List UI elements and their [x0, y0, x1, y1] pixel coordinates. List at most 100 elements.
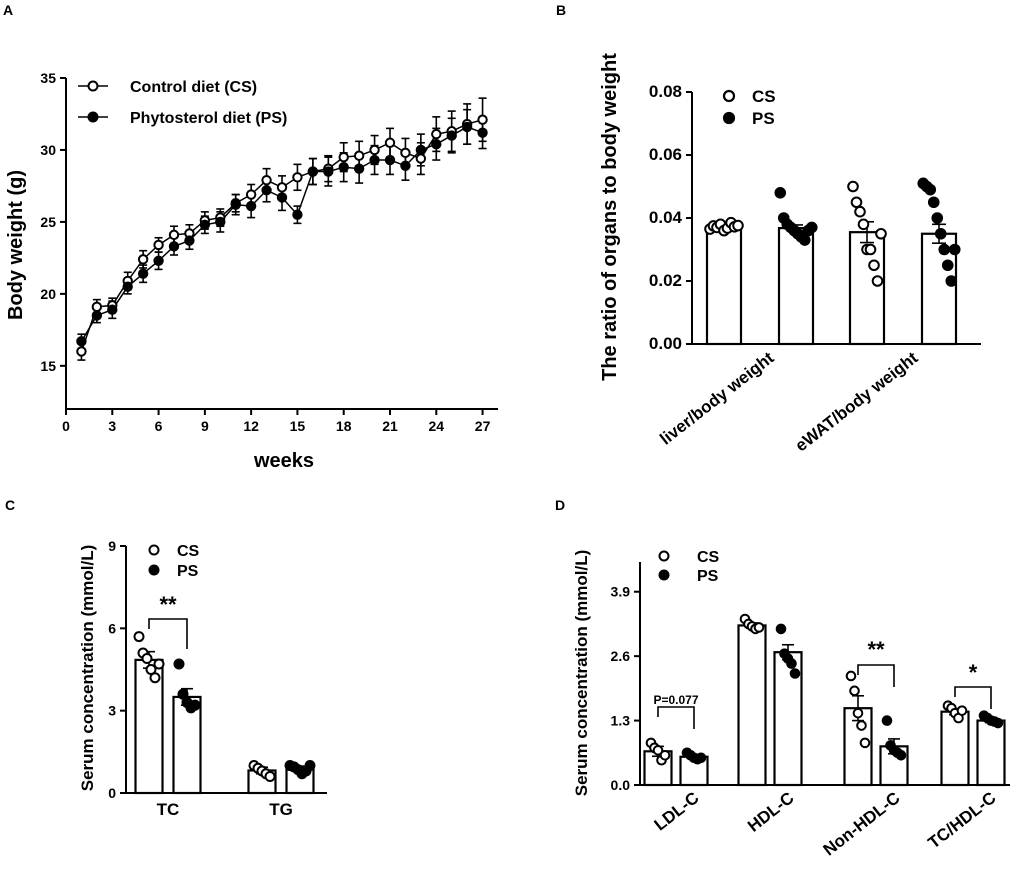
y-tick-label: 35 [40, 70, 56, 86]
data-point-cs [871, 275, 884, 287]
data-point-ps [774, 187, 787, 199]
x-tick-label: 3 [108, 418, 116, 434]
data-point-cs [847, 180, 859, 193]
panel-b-bar-chart: The ratio of organs to body weight CS PS… [599, 53, 981, 455]
data-point-ps [931, 212, 944, 224]
series-ps-point [199, 219, 211, 230]
panel-label-c: C [5, 497, 15, 513]
series-cs-point [76, 346, 87, 357]
x-tick-label: 21 [382, 418, 398, 434]
data-point-cs [854, 205, 866, 218]
panel-d-legend: CS PS [658, 549, 720, 585]
data-point-ps [945, 275, 958, 287]
series-cs-point [338, 151, 349, 163]
data-point-ps [304, 760, 316, 772]
category-label: TC/HDL-C [925, 788, 1000, 852]
legend-ps-label: PS [697, 568, 719, 585]
data-point-ps [786, 658, 797, 669]
data-point-ps [775, 623, 787, 635]
x-tick-label: 27 [475, 418, 491, 434]
panel-label-b: B [556, 2, 566, 18]
legend-cs-marker [87, 80, 99, 92]
series-ps-point [137, 268, 149, 279]
significance-bracket [657, 706, 695, 729]
legend-cs-label: CS [752, 87, 776, 106]
data-point-cs [857, 218, 870, 231]
category-label: Non-HDL-C [820, 788, 904, 859]
panel-d-y-label: Serum concentration (mmol/L) [572, 550, 591, 797]
significance-bracket [857, 664, 895, 687]
data-point-ps [938, 243, 951, 256]
series-ps-point [369, 154, 380, 166]
legend-ps-label: PS [752, 109, 775, 128]
x-tick-label: 12 [243, 418, 259, 434]
bar-ps [777, 226, 815, 346]
x-tick-label: 18 [336, 418, 352, 434]
data-point-cs [856, 720, 867, 731]
y-tick-label: 15 [40, 358, 56, 374]
significance-mark: ** [867, 637, 885, 662]
series-ps-point [91, 310, 103, 321]
panel-c-y-label: Serum concentration (mmol/L) [78, 545, 97, 792]
data-point-cs [141, 653, 153, 665]
series-cs-point [400, 147, 411, 159]
x-tick-label: 9 [201, 418, 209, 434]
legend-cs-marker [722, 89, 736, 103]
series-ps-point [353, 163, 365, 174]
data-point-ps [189, 699, 201, 711]
data-point-cs [264, 771, 276, 783]
series-ps-point [415, 144, 427, 156]
category-label: LDL-C [651, 788, 703, 834]
y-tick-label: 1.3 [611, 713, 631, 729]
series-ps-point [431, 139, 442, 150]
series-ps-point [168, 241, 180, 252]
series-cs-point [276, 182, 288, 193]
data-point-cs [652, 745, 664, 756]
legend-ps-label: Phytosterol diet (PS) [130, 110, 287, 127]
series-ps-point [276, 192, 288, 203]
panel-c-bar-chart: Serum concentration (mmol/L) CS PS 0 3 6 9 T… [78, 538, 327, 819]
data-point-cs [845, 670, 857, 682]
series-ps-point [461, 121, 473, 133]
series-ps-point [307, 166, 319, 177]
bar-ps [976, 719, 1006, 787]
y-tick-label: 0.04 [649, 208, 683, 227]
category-label: liver/body weight [656, 348, 777, 449]
series-cs-point [137, 254, 149, 265]
series-cs-point [292, 172, 303, 183]
data-point-ps [941, 259, 954, 272]
panel-d-bar-chart: Serum concentration (mmol/L) CS PS 0.0 1.… [572, 549, 1010, 860]
x-tick-label: 0 [62, 418, 70, 434]
series-ps-point [477, 127, 488, 138]
series-ps-point [338, 162, 349, 173]
legend-cs-marker [658, 550, 670, 562]
panel-a-line-chart: Body weight (g) weeks Control diet (CS) … [5, 70, 498, 472]
data-point-cs [956, 705, 968, 716]
series-cs-point [384, 137, 396, 148]
data-point-ps [895, 749, 907, 761]
legend-ps-marker [87, 111, 99, 123]
series-cs-point [91, 301, 103, 313]
data-point-ps [881, 715, 893, 726]
data-point-cs [850, 196, 863, 209]
series-cs-point [415, 153, 427, 164]
panel-label-d: D [555, 497, 565, 513]
y-tick-label: 2.6 [611, 648, 631, 664]
series-ps-point [323, 166, 334, 177]
x-tick-label: 24 [428, 418, 444, 434]
series-ps-point [400, 160, 411, 171]
series-ps-point [245, 200, 257, 212]
panel-c-legend: CS PS [148, 543, 200, 580]
series-cs-point [369, 144, 380, 156]
series-cs-point [153, 239, 164, 251]
legend-cs-label: CS [697, 549, 720, 566]
legend-ps-label: PS [177, 563, 199, 580]
category-label: eWAT/body weight [792, 348, 922, 455]
data-point-cs [864, 243, 877, 256]
panel-label-a: A [3, 2, 13, 18]
panel-a-legend: Control diet (CS) Phytosterol diet (PS) [78, 79, 287, 127]
significance-mark: P=0.077 [653, 693, 698, 707]
y-tick-label: 0.08 [649, 82, 682, 101]
data-point-ps [992, 717, 1004, 729]
